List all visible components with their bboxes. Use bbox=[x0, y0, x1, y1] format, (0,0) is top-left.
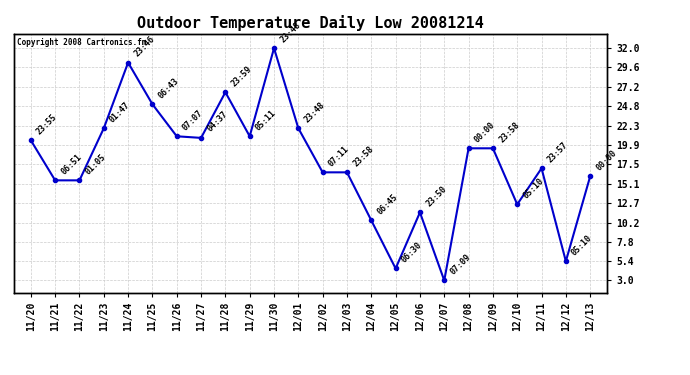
Text: 05:11: 05:11 bbox=[254, 108, 278, 132]
Text: 04:37: 04:37 bbox=[205, 110, 229, 134]
Text: 23:59: 23:59 bbox=[230, 64, 254, 88]
Text: 05:10: 05:10 bbox=[522, 176, 545, 200]
Text: 06:45: 06:45 bbox=[375, 192, 400, 216]
Text: 06:30: 06:30 bbox=[400, 240, 424, 264]
Text: 23:57: 23:57 bbox=[546, 140, 570, 164]
Text: 06:51: 06:51 bbox=[59, 152, 83, 176]
Text: 23:55: 23:55 bbox=[35, 112, 59, 136]
Text: 07:09: 07:09 bbox=[448, 252, 473, 276]
Text: 01:05: 01:05 bbox=[83, 152, 108, 176]
Text: 05:10: 05:10 bbox=[570, 233, 594, 257]
Text: 00:00: 00:00 bbox=[594, 148, 618, 172]
Text: 07:11: 07:11 bbox=[327, 144, 351, 168]
Text: 07:07: 07:07 bbox=[181, 108, 205, 132]
Text: 23:48: 23:48 bbox=[302, 100, 326, 124]
Text: 00:00: 00:00 bbox=[473, 120, 497, 144]
Text: 23:50: 23:50 bbox=[424, 184, 448, 208]
Text: 01:47: 01:47 bbox=[108, 100, 132, 124]
Text: 23:48: 23:48 bbox=[278, 20, 302, 44]
Text: 06:43: 06:43 bbox=[157, 76, 181, 100]
Text: 23:58: 23:58 bbox=[351, 144, 375, 168]
Text: 23:58: 23:58 bbox=[497, 120, 521, 144]
Text: 23:46: 23:46 bbox=[132, 34, 157, 58]
Title: Outdoor Temperature Daily Low 20081214: Outdoor Temperature Daily Low 20081214 bbox=[137, 15, 484, 31]
Text: Copyright 2008 Cartronics.fm: Copyright 2008 Cartronics.fm bbox=[17, 38, 146, 46]
